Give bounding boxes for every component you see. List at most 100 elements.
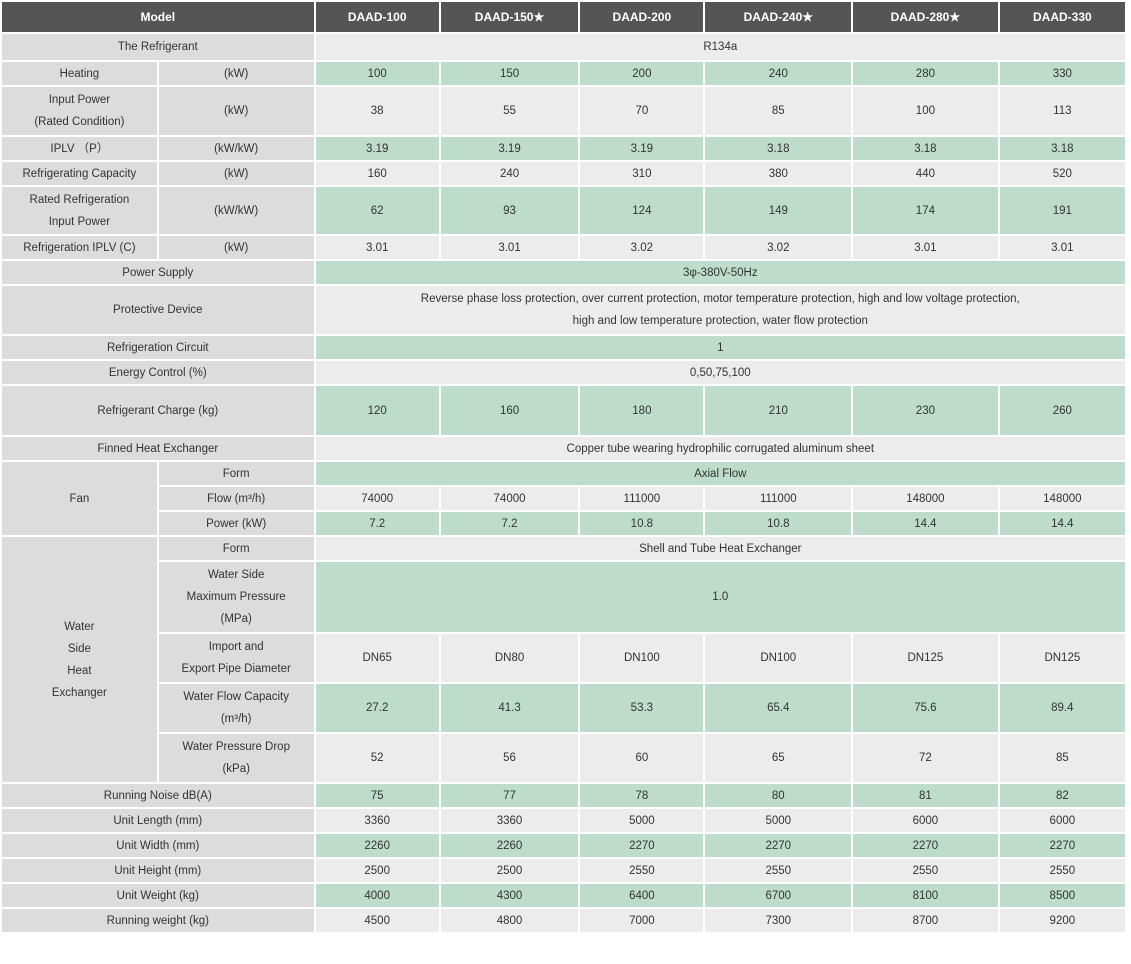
value-cell: 3.19 (580, 137, 704, 160)
value-cell: 8700 (853, 909, 998, 932)
value-cell: 2500 (315, 859, 439, 882)
value-cell: 124 (580, 187, 704, 234)
row-unit-width-mm: Unit Width (mm) 2260 2260 2270 2270 2270 2270 (2, 834, 1125, 857)
row-label: Running weight (kg) (2, 909, 314, 932)
value-cell: 2270 (853, 834, 998, 857)
value-cell: 38 (315, 87, 439, 135)
value-cell: 2270 (999, 834, 1125, 857)
value-cell: 150 (440, 62, 579, 85)
value-cell: 3.01 (440, 236, 579, 259)
spec-table: Model DAAD-100 DAAD-150★ DAAD-200 DAAD-240★ D… (2, 2, 1125, 932)
value-cell: 14.4 (853, 512, 998, 535)
value-cell: 149 (705, 187, 852, 234)
row-rated-refrigeration-input-power: Rated Refrigeration Input Power (kW/kW) 62 9… (2, 187, 1125, 234)
value-cell: 111000 (705, 487, 852, 510)
value-cell: 240 (705, 62, 852, 85)
value-cell: 148000 (999, 487, 1125, 510)
value-cell: 60 (580, 734, 704, 782)
value-cell: 240 (440, 162, 579, 185)
sub-row-label: Power (kW) (158, 512, 314, 535)
sub-row-label: Form (158, 537, 314, 560)
value-cell: 3.19 (315, 137, 439, 160)
value-cell: 210 (705, 386, 852, 435)
value-cell: 3360 (315, 809, 439, 832)
model-header-daad-150: DAAD-150★ (440, 2, 579, 32)
model-header-daad-100: DAAD-100 (315, 2, 439, 32)
value-cell: 8100 (853, 884, 998, 907)
value-cell: 2270 (705, 834, 852, 857)
value-cell: 260 (999, 386, 1125, 435)
value-cell: 65 (705, 734, 852, 782)
fan-row-power-kw: Power (kW) 7.2 7.2 10.8 10.8 14.4 14.4 (2, 512, 1125, 535)
fan-row-form: Fan Form Axial Flow (2, 462, 1125, 535)
value-cell: 200 (580, 62, 704, 85)
row-label: Refrigeration Circuit (2, 336, 314, 359)
value-cell: 3.18 (999, 137, 1125, 160)
value-cell: 2550 (580, 859, 704, 882)
value-cell: 148000 (853, 487, 998, 510)
row-label: Unit Weight (kg) (2, 884, 314, 907)
fan-group-label: Fan (2, 462, 157, 535)
water-row-water-flow-capacity-m-h: Water Flow Capacity (m³/h) 27.2 41.3 53.3 65.… (2, 684, 1125, 732)
model-header-daad-200: DAAD-200 (580, 2, 704, 32)
row-label: Energy Control (%) (2, 361, 314, 384)
value-cell: 4500 (315, 909, 439, 932)
row-label: Heating (2, 62, 157, 85)
row-unit-height-mm: Unit Height (mm) 2500 2500 2550 2550 2550 2550 (2, 859, 1125, 882)
sub-row-label: Water Side Maximum Pressure (MPa) (158, 562, 314, 632)
value-cell: 2270 (580, 834, 704, 857)
value-cell: 9200 (999, 909, 1125, 932)
value-cell: 70 (580, 87, 704, 135)
row-running-noise-db-a: Running Noise dB(A) 75 77 78 80 81 82 (2, 784, 1125, 807)
value-cell: 100 (853, 87, 998, 135)
row-unit: (kW/kW) (158, 137, 314, 160)
water-row-form: Water Side Heat Exchanger Form Shell and Tube… (2, 537, 1125, 782)
row-refrigeration-iplv-c: Refrigeration IPLV (C) (kW) 3.01 3.01 3.02 3.… (2, 236, 1125, 259)
value-cell: 62 (315, 187, 439, 234)
row-unit-length-mm: Unit Length (mm) 3360 3360 5000 5000 6000 6000 (2, 809, 1125, 832)
row-label: The Refrigerant (2, 34, 314, 60)
row-value: Axial Flow (315, 462, 1125, 485)
value-cell: 85 (999, 734, 1125, 782)
model-header-cell: Model (2, 2, 314, 32)
value-cell: 7.2 (440, 512, 579, 535)
value-cell: 78 (580, 784, 704, 807)
value-cell: DN80 (440, 634, 579, 682)
row-label: Refrigerating Capacity (2, 162, 157, 185)
water-row-water-side-maximum-pressure-mpa: Water Side Maximum Pressure (MPa) 1.0 (2, 562, 1125, 632)
value-cell: 2550 (705, 859, 852, 882)
value-cell: 85 (705, 87, 852, 135)
header-row: Model DAAD-100 DAAD-150★ DAAD-200 DAAD-240★ D… (2, 2, 1125, 32)
model-header-daad-280: DAAD-280★ (853, 2, 998, 32)
sub-row-label: Flow (m³/h) (158, 487, 314, 510)
row-unit: (kW) (158, 162, 314, 185)
row-label: IPLV （P） (2, 137, 157, 160)
sub-row-label: Import and Export Pipe Diameter (158, 634, 314, 682)
model-header-daad-330: DAAD-330 (999, 2, 1125, 32)
value-cell: 113 (999, 87, 1125, 135)
water-row-water-pressure-drop-kpa: Water Pressure Drop (kPa) 52 56 60 65 72 85 (2, 734, 1125, 782)
row-label: Refrigerant Charge (kg) (2, 386, 314, 435)
value-cell: 330 (999, 62, 1125, 85)
row-label: Running Noise dB(A) (2, 784, 314, 807)
value-cell: 75 (315, 784, 439, 807)
row-input-power-rated-condition: Input Power (Rated Condition) (kW) 38 55 70 85… (2, 87, 1125, 135)
value-cell: 72 (853, 734, 998, 782)
value-cell: DN100 (580, 634, 704, 682)
value-cell: 180 (580, 386, 704, 435)
row-refrigerating-capacity: Refrigerating Capacity (kW) 160 240 310 380 44… (2, 162, 1125, 185)
model-header-daad-240: DAAD-240★ (705, 2, 852, 32)
row-label: Finned Heat Exchanger (2, 437, 314, 460)
sub-row-label: Water Flow Capacity (m³/h) (158, 684, 314, 732)
value-cell: 4300 (440, 884, 579, 907)
value-cell: 174 (853, 187, 998, 234)
water-row-import-and-export-pipe-diameter: Import and Export Pipe Diameter DN65 DN80 DN… (2, 634, 1125, 682)
value-cell: 191 (999, 187, 1125, 234)
value-cell: 230 (853, 386, 998, 435)
value-cell: 2550 (999, 859, 1125, 882)
row-label: Unit Width (mm) (2, 834, 314, 857)
value-cell: 3.01 (315, 236, 439, 259)
row-value: 1 (315, 336, 1125, 359)
value-cell: 6400 (580, 884, 704, 907)
value-cell: 74000 (440, 487, 579, 510)
